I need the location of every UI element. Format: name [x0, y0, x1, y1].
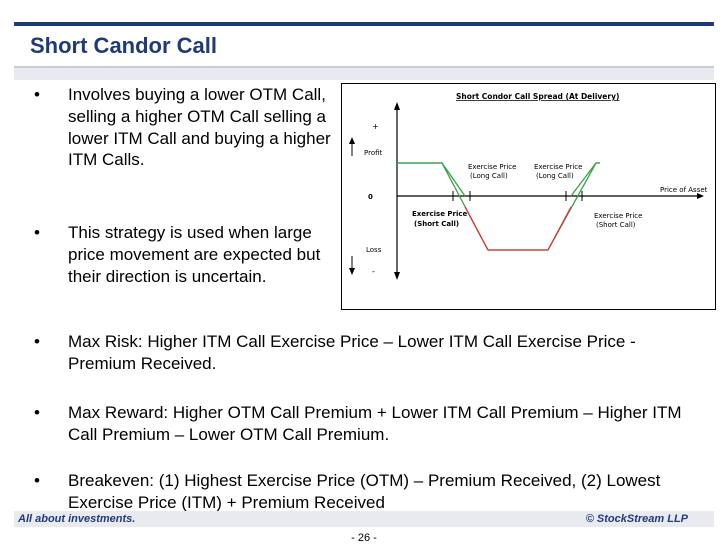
long-call-high-label-2: (Long Call): [536, 172, 574, 180]
bullet-text: Max Risk: Higher ITM Call Exercise Price…: [68, 332, 636, 373]
bullet-marker: •: [34, 471, 40, 490]
profit-arrowhead: [349, 137, 355, 144]
footer-bar: [14, 511, 714, 527]
footer-copyright: © StockStream LLP: [585, 513, 688, 525]
payoff-green-left: [397, 162, 466, 197]
payoff-line-loss-right: [547, 206, 572, 251]
loss-label: Loss: [366, 246, 382, 254]
long-call-high-label-1: Exercise Price: [534, 163, 582, 171]
diagram-title: Short Condor Call Spread (At Delivery): [456, 92, 619, 101]
x-axis-arrow: [697, 193, 704, 199]
loss-arrowhead: [349, 268, 355, 275]
payoff-diagram: Short Condor Call Spread (At Delivery) +…: [341, 83, 716, 310]
payoff-diagram-svg: Short Condor Call Spread (At Delivery) +…: [349, 92, 708, 280]
short-call-low-label-1: Exercise Price: [412, 210, 468, 218]
short-call-low-label-2: (Short Call): [414, 220, 459, 228]
page-number: - 26 -: [351, 532, 377, 544]
short-call-high-label-1: Exercise Price: [594, 212, 642, 220]
title-rule: [14, 66, 714, 80]
x-axis-label: Price of Asset: [660, 186, 708, 194]
plus-label: +: [372, 122, 379, 131]
footer-tagline: All about investments.: [18, 513, 136, 525]
y-axis-arrow-top: [394, 102, 400, 110]
short-call-high-label-2: (Short Call): [596, 221, 636, 229]
bullet-marker: •: [34, 85, 40, 104]
bullet-marker: •: [34, 223, 40, 242]
profit-label: Profit: [364, 149, 383, 157]
title-top-bar: [14, 22, 714, 26]
bullet-marker: •: [34, 332, 40, 351]
minus-label: -: [372, 267, 375, 276]
bullet-marker: •: [34, 403, 40, 422]
title-rule-line: [14, 66, 714, 68]
bullet-text: Max Reward: Higher OTM Call Premium + Lo…: [68, 403, 682, 444]
bullet-text: Breakeven: (1) Highest Exercise Price (O…: [68, 471, 661, 512]
payoff-line-loss-left: [464, 206, 489, 251]
long-call-low-label-2: (Long Call): [470, 172, 508, 180]
bullet-text: This strategy is used when large price m…: [68, 223, 321, 286]
y-axis-arrow-bottom: [394, 272, 400, 280]
payoff-green-right: [570, 162, 600, 197]
zero-label: 0: [368, 193, 373, 201]
long-call-low-label-1: Exercise Price: [468, 163, 516, 171]
slide-title: Short Candor Call: [30, 33, 218, 58]
bullet-text: Involves buying a lower OTM Call, sellin…: [68, 85, 331, 170]
